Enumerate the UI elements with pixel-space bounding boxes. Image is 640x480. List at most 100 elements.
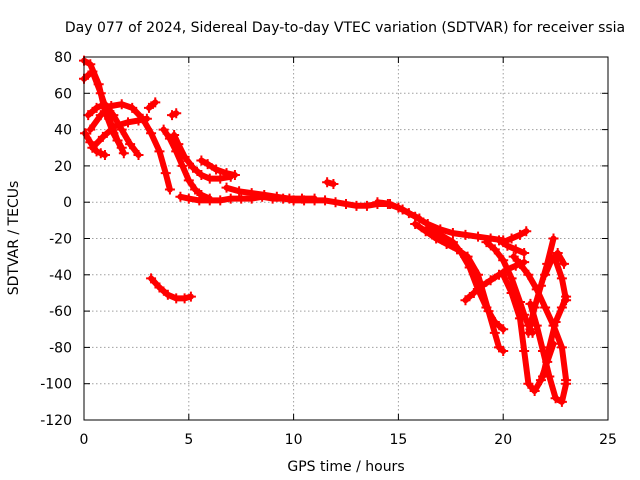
data-point [514,313,525,324]
data-point [87,142,98,153]
data-point [351,200,362,211]
axis-tick-labels: 0 5 10 15 20 25 -120 -100 -80 -60 -40 -20 0 20 40 60 80 [40,50,617,448]
data-point [397,204,408,215]
data-point [506,273,517,284]
data-point [523,378,534,389]
data-point [498,237,509,248]
data-point [385,199,396,210]
series-arc-06 [87,113,152,153]
series-arc-03 [80,128,110,161]
data-point [510,244,521,255]
data-point [552,248,563,259]
data-point [456,248,467,259]
data-point [221,168,232,179]
data-point [341,199,351,210]
data-point [531,320,542,331]
data-point [435,229,446,240]
data-point [523,269,534,280]
data-point [556,342,567,353]
data-point [179,151,190,162]
grid [84,57,608,420]
data-point [112,135,123,146]
y-tick-label: 60 [54,86,72,102]
series-track [87,101,173,193]
data-point [460,295,471,306]
data-point [481,302,492,313]
data-point [514,258,525,269]
data-point [196,169,207,180]
data-point [215,195,226,206]
data-point [558,258,569,269]
data-point [127,102,138,113]
data-point [498,269,509,280]
y-tick-label: -60 [49,304,72,320]
data-point [169,130,180,141]
data-point [194,195,205,206]
data-point [477,280,488,291]
data-point [229,169,240,180]
y-tick-label: 80 [54,50,72,66]
data-point [330,197,341,208]
data-point [133,115,144,126]
data-point [561,378,572,389]
series-arc-05 [85,99,175,195]
series-arc-12 [146,273,196,304]
data-point [99,150,110,161]
data-point [164,184,175,195]
x-tick-label: 15 [389,432,407,448]
data-point [372,197,383,208]
data-point [550,393,561,404]
data-point [171,108,182,119]
data-point [183,193,194,204]
data-point [225,193,236,204]
data-point [87,66,98,77]
data-point [506,287,517,298]
data-point [328,179,339,190]
data-point [185,291,196,302]
y-tick-label: 0 [63,195,72,211]
data-point [489,316,500,327]
series-arc-29 [550,255,572,306]
x-tick-label: 20 [494,432,512,448]
data-point [284,193,295,204]
data-point [133,150,144,161]
series-arc-10 [167,108,182,121]
data-point [150,97,161,108]
y-tick-label: -40 [49,268,72,284]
data-point [246,188,257,199]
data-point [110,120,121,131]
series-arc-18 [424,222,509,335]
data-point [187,162,198,173]
y-tick-label: -100 [40,377,72,393]
data-point [508,251,519,262]
data-point [158,124,169,135]
data-point [460,229,471,240]
data-point [556,396,567,407]
series-track [500,228,530,246]
data-point [548,233,559,244]
x-tick-label: 10 [285,432,303,448]
data-point [171,293,182,304]
series-arc-04 [83,99,144,161]
data-point [106,101,117,112]
data-point [146,273,157,284]
data-point [125,139,136,150]
x-tick-label: 25 [599,432,617,448]
data-point [498,255,509,266]
series-arc-28 [540,248,569,280]
data-point [481,237,492,248]
data-point [464,262,475,273]
data-point [519,346,530,357]
data-point [204,173,215,184]
data-point [514,229,525,240]
data-point [116,99,127,110]
data-point [271,191,282,202]
data-point [556,302,567,313]
data-point [544,342,555,353]
data-point [162,289,173,300]
series-arc-14 [221,182,320,204]
data-point [410,218,421,229]
data-point [204,195,215,206]
x-tick-label: 5 [184,432,193,448]
